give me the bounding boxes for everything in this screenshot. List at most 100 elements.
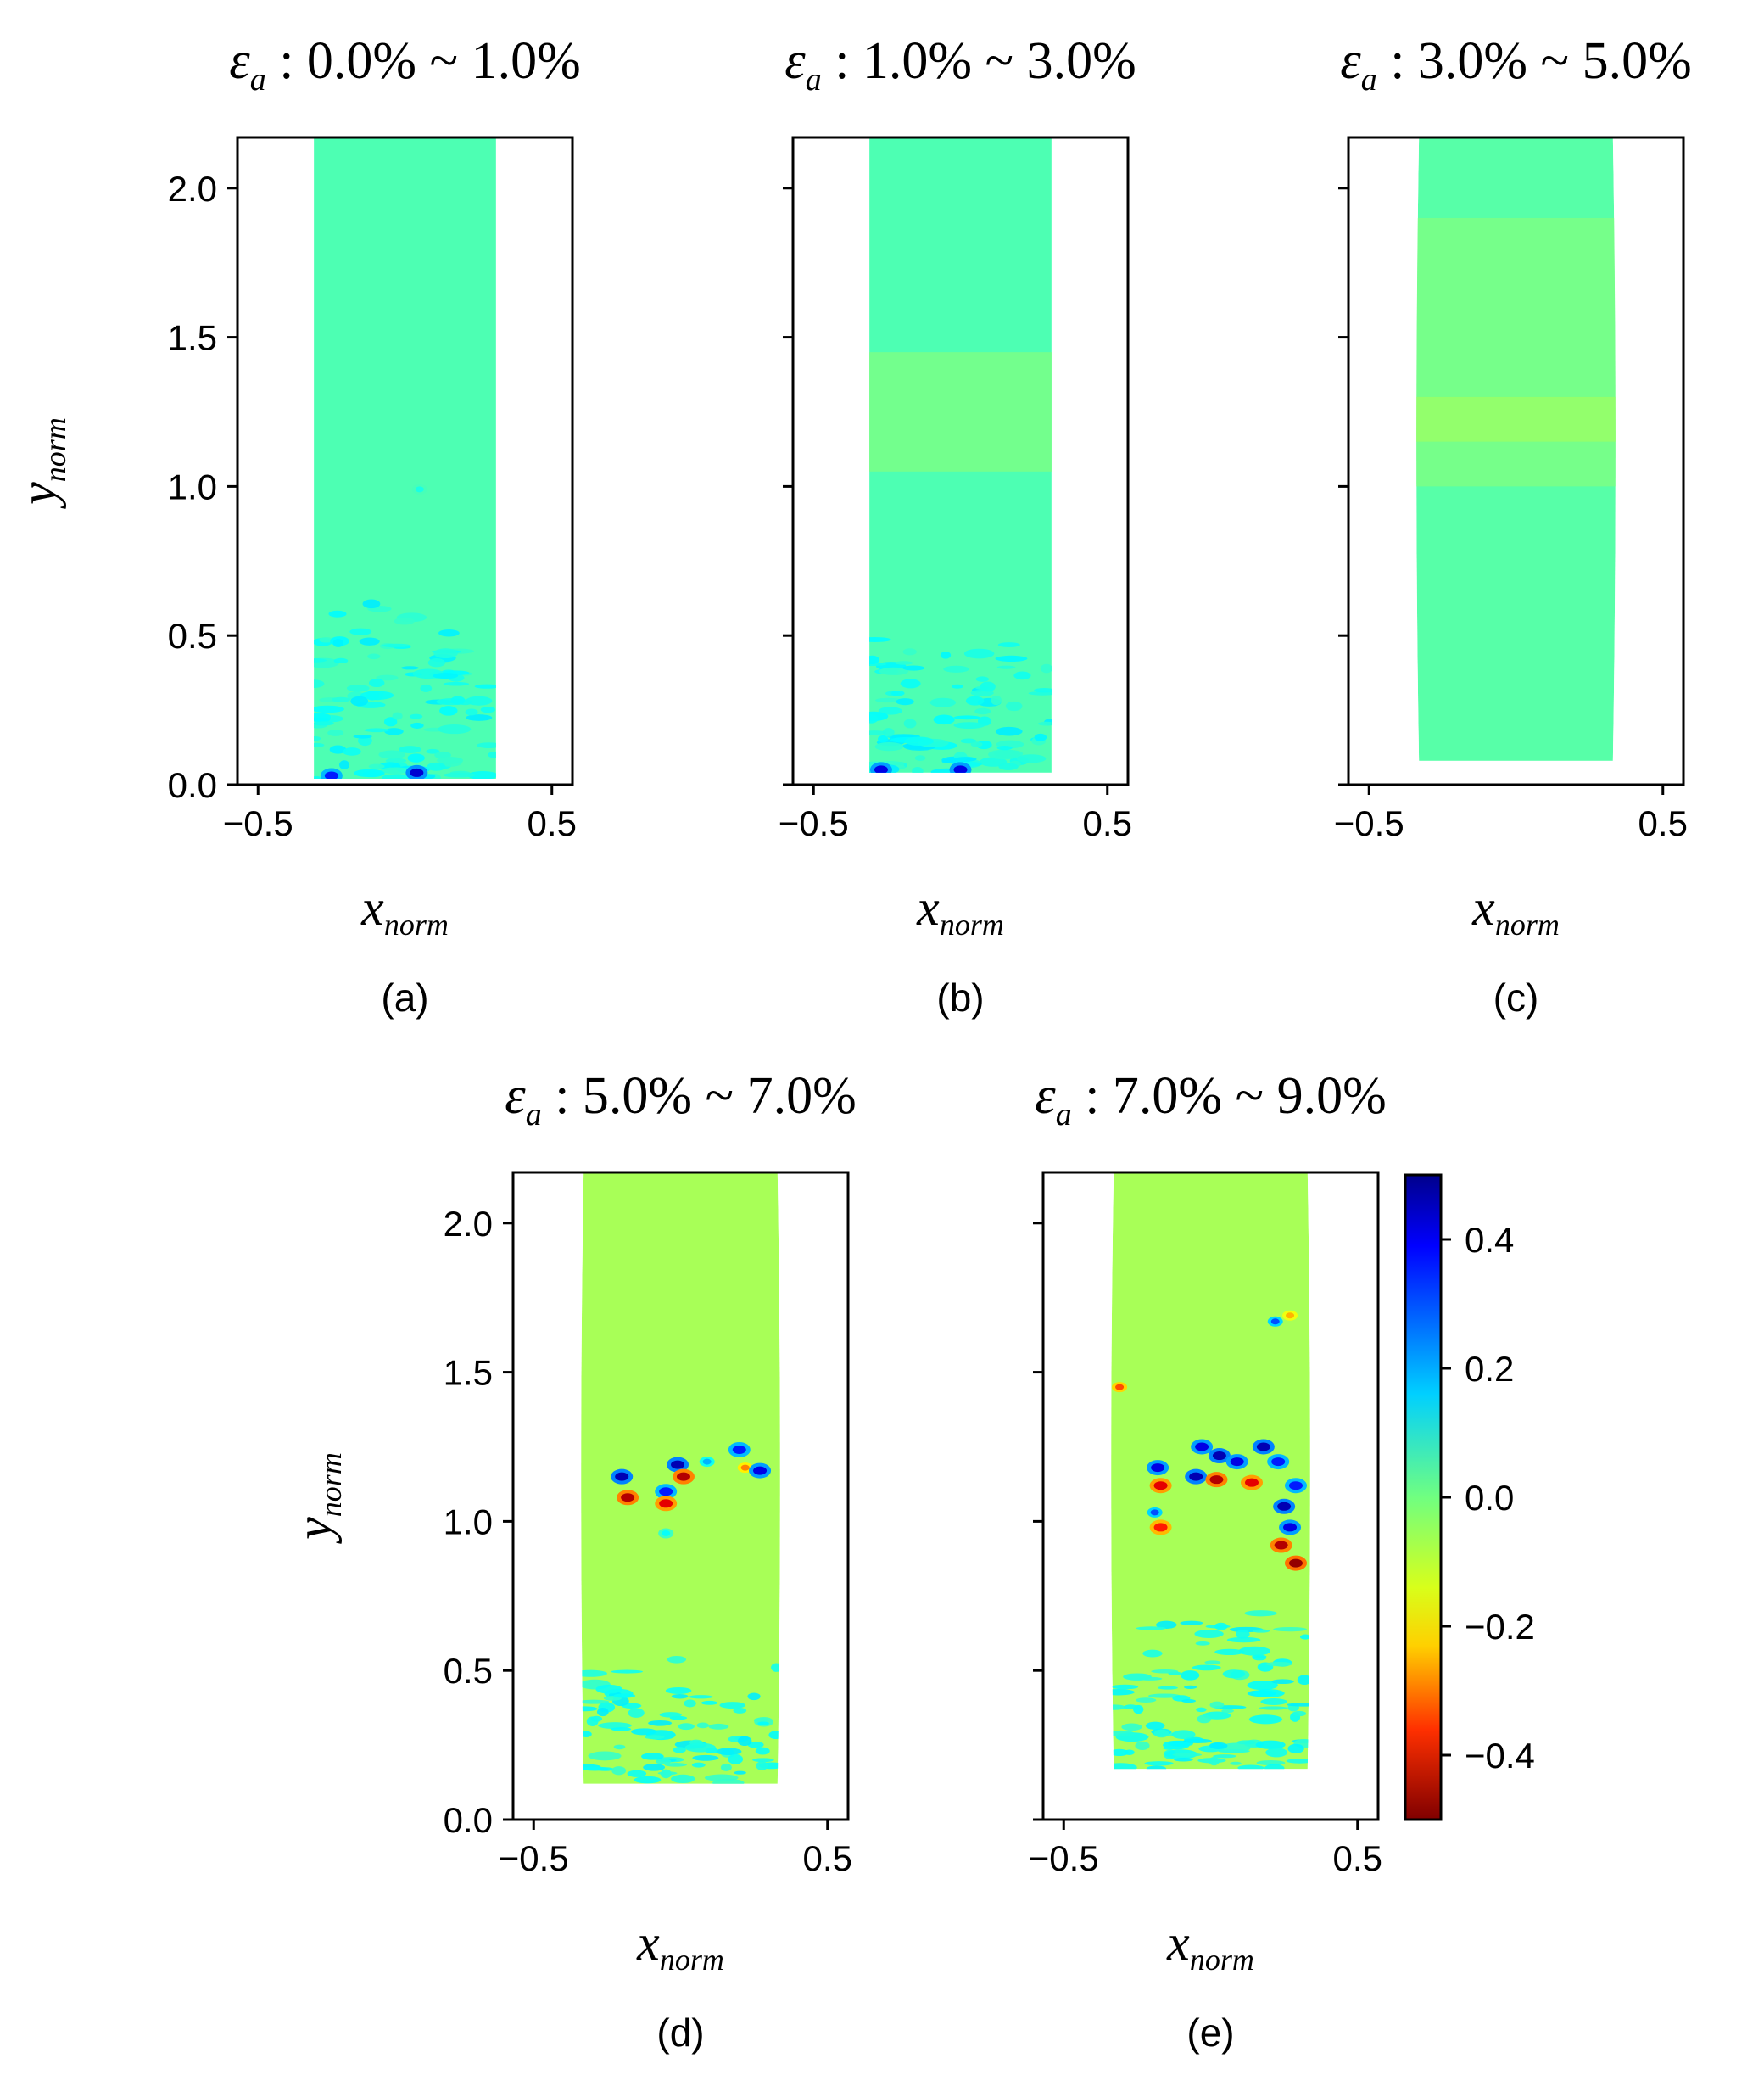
- strain-noise-mark: [733, 1708, 747, 1714]
- strain-noise-mark: [704, 1774, 739, 1781]
- strain-noise-mark: [314, 713, 332, 722]
- strain-noise-mark: [1273, 1626, 1307, 1632]
- strain-spot: [1115, 1384, 1125, 1390]
- strain-noise-mark: [656, 1759, 672, 1764]
- strain-spot: [874, 765, 888, 773]
- x-label-subscript: norm: [660, 1943, 724, 1977]
- strain-noise-mark: [659, 1712, 682, 1718]
- title-subscript: a: [526, 1097, 542, 1132]
- strain-noise-mark: [720, 1763, 732, 1772]
- x-axis-label: xnorm: [1166, 1915, 1254, 1977]
- title-symbol: ε: [505, 1067, 526, 1125]
- strain-spot: [1283, 1523, 1298, 1532]
- strain-noise-mark: [902, 648, 917, 656]
- strain-noise-mark: [368, 679, 385, 688]
- x-tick-label: 0.5: [1333, 1838, 1382, 1878]
- strain-spot: [1151, 1463, 1165, 1473]
- strain-noise-mark: [314, 705, 344, 713]
- strain-noise-mark: [1260, 1698, 1287, 1705]
- strain-noise-mark: [975, 676, 990, 682]
- strain-spot: [1195, 1442, 1209, 1451]
- axes-frame: [1347, 136, 1685, 786]
- title-range: : 0.0% ~ 1.0%: [266, 32, 581, 90]
- strain-spot: [1286, 1312, 1295, 1319]
- y-axis-label: ynorm: [10, 417, 72, 510]
- strain-noise-mark: [611, 1766, 627, 1776]
- strain-noise-mark: [953, 722, 985, 729]
- strain-noise-mark: [747, 1741, 764, 1748]
- x-label-subscript: norm: [1495, 908, 1560, 942]
- strain-noise-mark: [667, 1655, 686, 1664]
- x-label-subscript: norm: [1190, 1943, 1254, 1977]
- strain-noise-mark: [953, 715, 980, 720]
- strain-noise-mark: [613, 1693, 636, 1698]
- strain-noise-mark: [1209, 1756, 1220, 1766]
- strain-noise-mark: [1204, 1660, 1221, 1664]
- strain-spot: [676, 1472, 690, 1481]
- strain-noise-mark: [734, 1770, 746, 1775]
- strain-noise-mark: [1142, 1649, 1163, 1658]
- colorbar: 0.4 0.2 0.0 −0.2 −0.4: [1404, 1173, 1535, 1821]
- axes-frame: [236, 136, 574, 786]
- y-label-main: y: [286, 1517, 342, 1545]
- y-tick-label: 0.0: [444, 1800, 493, 1840]
- strain-band: [1416, 217, 1616, 487]
- panel-c: −0.5 0.5 εa : 3.0% ~ 5.0% xnorm (c): [1334, 32, 1692, 1020]
- strain-noise-mark: [1237, 1764, 1264, 1770]
- strain-noise-mark: [996, 665, 1016, 669]
- strain-noise-mark: [988, 749, 1020, 760]
- strain-noise-mark: [1034, 687, 1052, 693]
- y-tick-label: 0.5: [444, 1651, 493, 1691]
- y-label-main: y: [10, 482, 66, 510]
- x-tick-label: 0.5: [1083, 803, 1132, 843]
- strain-noise-mark: [691, 1762, 706, 1768]
- strain-spot: [1212, 1451, 1226, 1461]
- strain-spot: [415, 486, 424, 493]
- strain-noise-mark: [314, 775, 322, 779]
- strain-noise-mark: [1264, 1764, 1285, 1770]
- panel-label: (b): [936, 976, 984, 1020]
- strain-noise-mark: [581, 1706, 598, 1712]
- strain-noise-mark: [755, 1747, 770, 1755]
- strain-noise-mark: [611, 1727, 632, 1731]
- strain-noise-mark: [869, 714, 879, 724]
- strain-noise-mark: [586, 1716, 599, 1726]
- strain-noise-mark: [1146, 1765, 1167, 1770]
- strain-noise-mark: [1252, 1629, 1270, 1633]
- specimen-base: [1111, 1172, 1310, 1770]
- strain-noise-mark: [657, 1771, 678, 1776]
- x-tick-label: −0.5: [1334, 803, 1404, 843]
- strain-noise-mark: [438, 724, 472, 735]
- strain-noise-mark: [1236, 1740, 1256, 1745]
- strain-noise-mark: [997, 642, 1020, 648]
- strain-noise-mark: [1194, 1630, 1224, 1638]
- strain-noise-mark: [319, 637, 334, 643]
- strain-spot: [662, 1530, 671, 1536]
- strain-noise-mark: [581, 1731, 592, 1738]
- strain-noise-mark: [1197, 1714, 1212, 1724]
- strain-noise-mark: [353, 734, 372, 739]
- strain-spot: [1150, 1509, 1159, 1516]
- strain-noise-mark: [581, 1766, 609, 1771]
- strain-noise-mark: [597, 1707, 609, 1717]
- strain-noise-mark: [998, 763, 1019, 770]
- strain-noise-mark: [383, 717, 398, 727]
- strain-noise-mark: [1156, 1620, 1177, 1630]
- strain-spot: [753, 1466, 768, 1475]
- strain-noise-mark: [1111, 1689, 1135, 1696]
- strain-noise-mark: [869, 655, 879, 664]
- strain-spot: [1153, 1481, 1168, 1490]
- strain-noise-mark: [696, 1722, 709, 1729]
- strain-noise-mark: [671, 1693, 689, 1699]
- strain-noise-mark: [1195, 1641, 1210, 1646]
- strain-band: [1416, 396, 1616, 442]
- strain-spot: [1230, 1457, 1244, 1467]
- strain-noise-mark: [890, 691, 905, 696]
- chart-title: εa : 0.0% ~ 1.0%: [229, 32, 581, 98]
- strain-spot: [410, 768, 424, 777]
- strain-spot: [953, 765, 968, 773]
- strain-noise-mark: [436, 756, 464, 764]
- y-tick-label: 1.0: [168, 467, 217, 506]
- x-label-main: x: [916, 880, 940, 936]
- strain-noise-mark: [443, 681, 470, 686]
